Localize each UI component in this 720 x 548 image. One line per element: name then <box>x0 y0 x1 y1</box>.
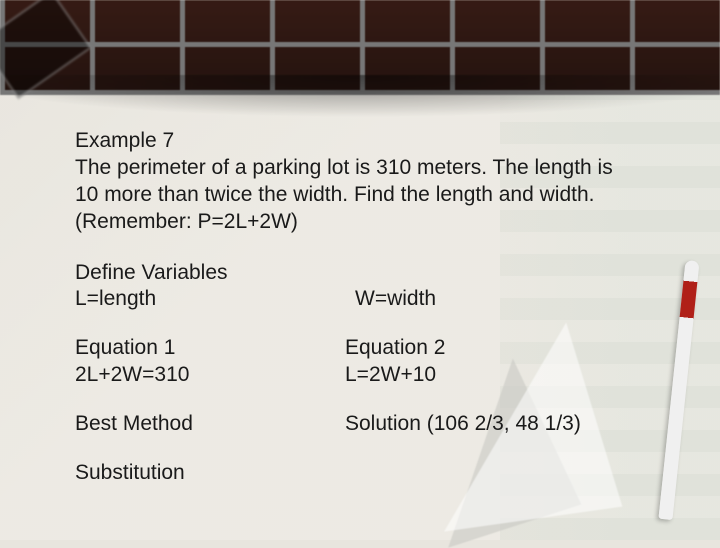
method-value-block: Substitution <box>75 460 285 487</box>
equation-1-label: Equation 1 <box>75 335 285 362</box>
equation-2-label: Equation 2 <box>345 335 650 362</box>
equation-2-value: L=2W+10 <box>345 362 650 389</box>
example-title: Example 7 <box>75 128 635 155</box>
best-method-block: Best Method <box>75 411 285 438</box>
define-variables-block: Define Variables L=length <box>75 260 285 314</box>
best-method-heading: Best Method <box>75 411 285 438</box>
define-heading: Define Variables <box>75 260 285 287</box>
equation-2-block: Equation 2 L=2W+10 <box>345 335 650 389</box>
solution-block: Solution (106 2/3, 48 1/3) <box>345 411 650 438</box>
define-width-block: W=width <box>345 260 650 314</box>
method-value: Substitution <box>75 460 285 487</box>
slide-content: Example 7 The perimeter of a parking lot… <box>0 0 720 540</box>
solution-text: Solution (106 2/3, 48 1/3) <box>345 411 650 438</box>
equation-1-block: Equation 1 2L+2W=310 <box>75 335 285 389</box>
define-width: W=width <box>345 286 650 313</box>
define-length: L=length <box>75 286 285 313</box>
problem-body: The perimeter of a parking lot is 310 me… <box>75 155 635 236</box>
equation-1-value: 2L+2W=310 <box>75 362 285 389</box>
problem-statement: Example 7 The perimeter of a parking lot… <box>75 128 635 236</box>
